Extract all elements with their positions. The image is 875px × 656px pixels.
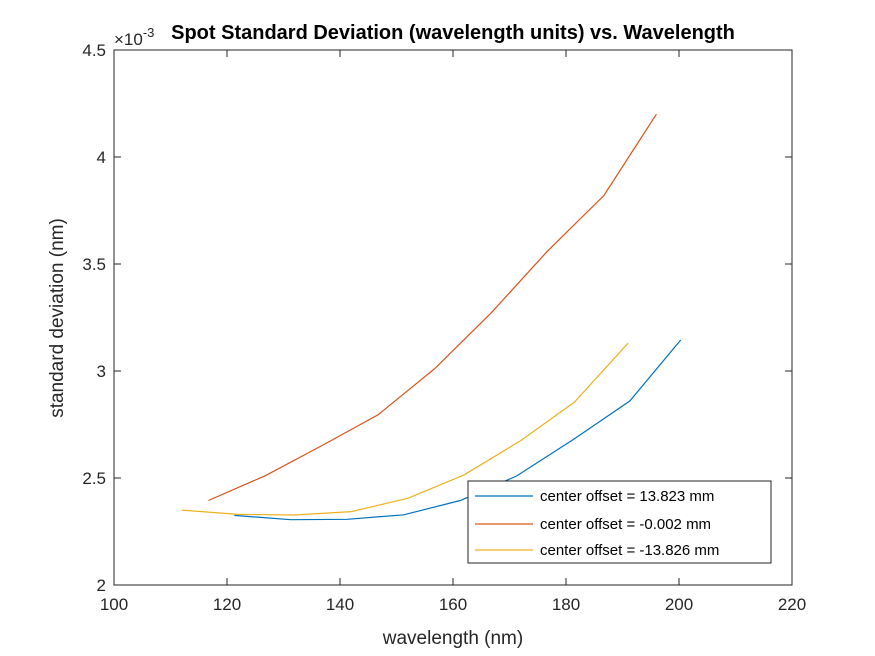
x-tick-label: 220 [778,595,806,614]
x-tick-label: 200 [665,595,693,614]
y-tick-label: 3 [97,362,106,381]
x-axis-label: wavelength (nm) [382,628,523,649]
y-exponent-power: -3 [143,25,155,40]
y-axis: 2 2.5 3 3.5 4 4.5 [82,41,792,595]
y-exponent-label: ×10-3 [114,25,154,49]
y-tick-label: 2 [97,576,106,595]
series-line-3 [181,342,629,516]
legend-box [467,480,772,564]
y-axis-label: standard deviation (nm) [47,218,68,418]
y-tick-label: 4.5 [82,41,106,60]
y-tick-label: 4 [97,148,106,167]
legend-entry-2: center offset = -0.002 mm [540,516,711,533]
x-tick-label: 140 [326,595,354,614]
legend: center offset = 13.823 mm center offset =… [467,480,772,564]
x-tick-label: 120 [213,595,241,614]
y-exponent-base: ×10 [114,30,143,49]
x-tick-label: 160 [439,595,467,614]
x-tick-label: 180 [552,595,580,614]
series-layer [181,113,682,521]
y-tick-label: 3.5 [82,255,106,274]
y-tick-label: 2.5 [82,469,106,488]
series-line-2 [208,113,657,502]
chart-title: Spot Standard Deviation (wavelength unit… [171,22,735,44]
series-line-1 [234,339,682,521]
x-tick-label: 100 [100,595,128,614]
legend-entry-1: center offset = 13.823 mm [540,488,714,505]
x-axis: 100 120 140 160 180 200 220 [100,50,806,614]
legend-entry-3: center offset = -13.826 mm [540,542,719,559]
